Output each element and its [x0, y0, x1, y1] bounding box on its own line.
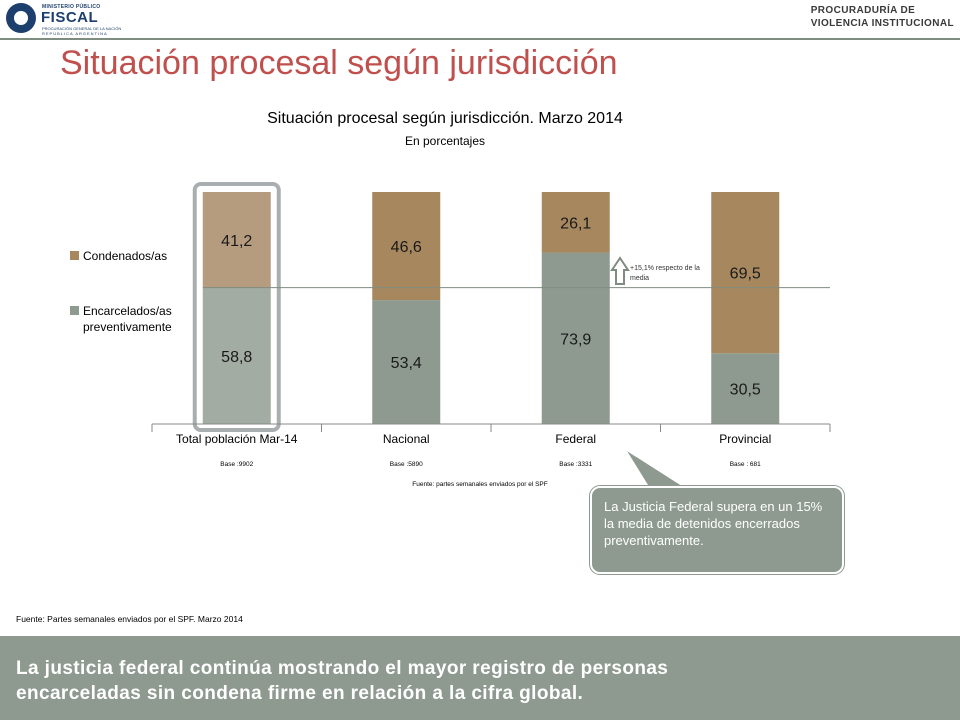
- legend-swatch: [70, 251, 79, 260]
- callout-box: La Justicia Federal supera en un 15% la …: [590, 486, 844, 574]
- chart-subtitle: En porcentajes: [404, 134, 486, 148]
- header: MINISTERIO PÚBLICO FISCAL PROCURACIÓN GE…: [0, 0, 960, 40]
- bar-condenados-3: [711, 192, 780, 354]
- procuraduria-logo: PROCURADURÍA DE VIOLENCIA INSTITUCIONAL: [811, 4, 954, 30]
- base-label: Base :3331: [559, 461, 592, 468]
- bar-condenados-0: [202, 192, 271, 288]
- source-note: Fuente: Partes semanales enviados por el…: [16, 614, 243, 624]
- logo-small-text: MINISTERIO PÚBLICO: [42, 4, 101, 10]
- logo-sub2-text: REPÚBLICA ARGENTINA: [42, 31, 108, 36]
- footer-line1: La justicia federal continúa mostrando e…: [16, 658, 669, 679]
- footer-banner: La justicia federal continúa mostrando e…: [0, 636, 960, 720]
- x-tick-label: Federal: [555, 432, 596, 446]
- chart-title: Situación procesal según jurisdicción. M…: [267, 110, 623, 127]
- legend-label: preventivamente: [83, 320, 172, 334]
- data-label: 69,5: [730, 266, 761, 283]
- bar-encarcelados-2: [541, 252, 610, 424]
- logo-big-text: FISCAL: [41, 9, 99, 26]
- base-label: Base :9902: [220, 461, 253, 468]
- bar-encarcelados-1: [372, 300, 441, 424]
- base-label: Base : 681: [730, 461, 761, 468]
- bar-condenados-1: [372, 192, 441, 301]
- logo-sub1-text: PROCURACIÓN GENERAL DE LA NACIÓN: [42, 26, 122, 31]
- bar-encarcelados-3: [711, 353, 780, 424]
- header-divider: [0, 38, 960, 40]
- bar-condenados-2: [541, 192, 610, 253]
- page-title: Situación procesal según jurisdicción: [60, 44, 618, 82]
- highlight-frame: [192, 182, 281, 432]
- emblem-icon: [6, 3, 36, 33]
- legend-label: Encarcelados/as: [83, 304, 172, 318]
- x-tick-label: Total población Mar-14: [176, 432, 298, 446]
- up-arrow-icon: [610, 256, 630, 285]
- data-label: 41,2: [221, 233, 252, 250]
- base-label: Base :5890: [390, 461, 423, 468]
- x-tick-label: Provincial: [719, 432, 771, 446]
- chart-source-note: Fuente: partes semanales enviados por el…: [412, 481, 548, 488]
- data-label: 58,8: [221, 349, 252, 366]
- footer-line2: encarceladas sin condena firme en relaci…: [16, 683, 584, 704]
- arrow-note: +15,1% respecto de la media: [630, 265, 700, 282]
- procuraduria-line2: VIOLENCIA INSTITUCIONAL: [810, 18, 954, 29]
- legend-label: Condenados/as: [83, 249, 167, 263]
- footer-text: La justicia federal continúa mostrando e…: [16, 656, 668, 706]
- data-label: 46,6: [391, 239, 422, 256]
- data-label: 53,4: [391, 355, 422, 372]
- data-label: 30,5: [730, 382, 761, 399]
- legend-swatch: [70, 306, 79, 315]
- x-tick-label: Nacional: [383, 432, 430, 446]
- data-label: 73,9: [560, 331, 591, 348]
- callout-pointer: [623, 447, 694, 491]
- ministerio-publico-fiscal-logo: MINISTERIO PÚBLICO FISCAL PROCURACIÓN GE…: [6, 3, 121, 37]
- bar-encarcelados-0: [202, 287, 271, 424]
- procuraduria-line1: PROCURADURÍA DE: [810, 5, 916, 16]
- data-label: 26,1: [560, 215, 591, 232]
